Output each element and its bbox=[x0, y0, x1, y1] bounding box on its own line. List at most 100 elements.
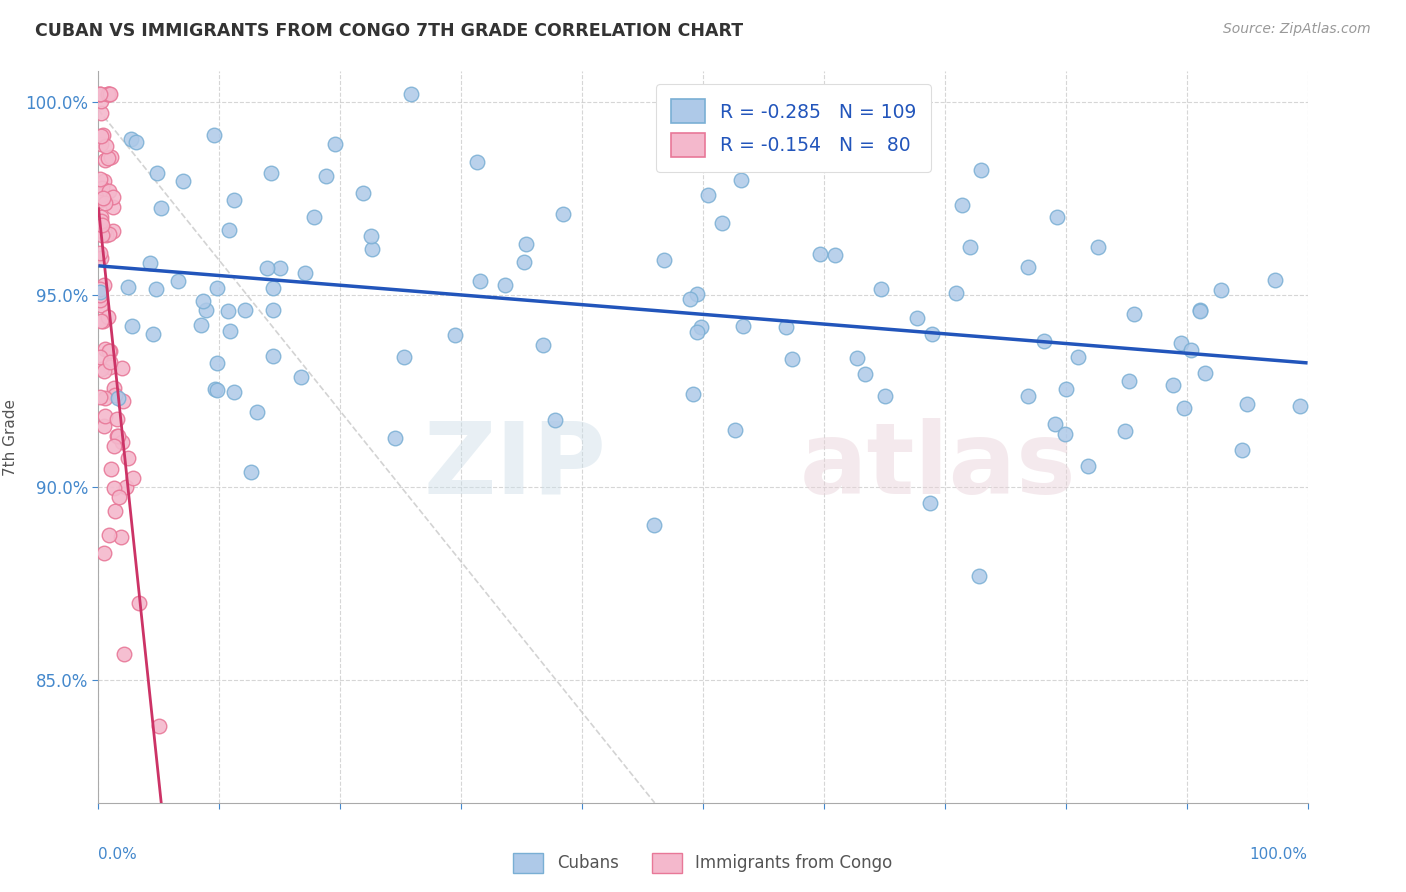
Point bbox=[90, 362, 112, 376]
Point bbox=[711, 216, 734, 230]
Point bbox=[262, 303, 284, 318]
Point bbox=[190, 318, 212, 332]
Point bbox=[1188, 303, 1211, 318]
Point bbox=[1077, 458, 1099, 473]
Point bbox=[90, 214, 112, 228]
Point bbox=[360, 229, 382, 244]
Point bbox=[112, 647, 135, 661]
Y-axis label: 7th Grade: 7th Grade bbox=[3, 399, 18, 475]
Point bbox=[1230, 443, 1253, 458]
Point bbox=[93, 313, 115, 327]
Point bbox=[224, 385, 246, 400]
Point bbox=[1017, 389, 1039, 403]
Point bbox=[90, 129, 112, 144]
Point bbox=[845, 351, 868, 365]
Point bbox=[218, 223, 240, 237]
Point bbox=[1017, 260, 1039, 274]
Point bbox=[970, 162, 993, 177]
Point bbox=[91, 227, 114, 242]
Point bbox=[98, 355, 121, 369]
Point bbox=[1043, 417, 1066, 431]
Point bbox=[1032, 334, 1054, 349]
Point bbox=[239, 465, 262, 479]
Point bbox=[1161, 378, 1184, 392]
Point bbox=[89, 391, 111, 405]
Point bbox=[392, 350, 415, 364]
Point bbox=[103, 200, 125, 214]
Point bbox=[205, 281, 228, 295]
Point bbox=[207, 383, 229, 397]
Point bbox=[93, 391, 115, 405]
Point bbox=[1209, 283, 1232, 297]
Point bbox=[90, 181, 112, 195]
Point bbox=[105, 428, 128, 442]
Point bbox=[1170, 336, 1192, 351]
Text: atlas: atlas bbox=[800, 417, 1077, 515]
Point bbox=[1194, 366, 1216, 380]
Point bbox=[90, 137, 112, 152]
Point bbox=[90, 106, 112, 120]
Point bbox=[97, 87, 120, 102]
Point bbox=[90, 193, 112, 207]
Point bbox=[105, 411, 128, 425]
Point bbox=[89, 285, 111, 299]
Point bbox=[104, 388, 127, 402]
Point bbox=[260, 166, 283, 180]
Point bbox=[465, 155, 488, 169]
Point bbox=[1123, 307, 1146, 321]
Point bbox=[950, 197, 973, 211]
Point bbox=[98, 359, 121, 374]
Point bbox=[97, 151, 120, 165]
Point bbox=[103, 439, 125, 453]
Point bbox=[294, 267, 316, 281]
Point bbox=[808, 247, 831, 261]
Text: 100.0%: 100.0% bbox=[1250, 847, 1308, 862]
Point bbox=[1189, 303, 1212, 318]
Point bbox=[468, 274, 491, 288]
Point bbox=[921, 326, 943, 341]
Point bbox=[97, 310, 120, 324]
Point bbox=[643, 518, 665, 533]
Point bbox=[195, 303, 218, 318]
Point bbox=[93, 418, 115, 433]
Point bbox=[233, 303, 256, 318]
Point bbox=[217, 303, 239, 318]
Point bbox=[117, 450, 139, 465]
Point bbox=[111, 361, 134, 376]
Point bbox=[399, 87, 422, 102]
Point bbox=[98, 184, 121, 198]
Point bbox=[690, 320, 713, 334]
Point bbox=[724, 423, 747, 437]
Point bbox=[515, 236, 537, 251]
Point bbox=[1173, 401, 1195, 416]
Point bbox=[824, 248, 846, 262]
Point bbox=[142, 327, 165, 342]
Point bbox=[315, 169, 337, 184]
Point bbox=[89, 282, 111, 296]
Point bbox=[1236, 396, 1258, 410]
Point bbox=[93, 225, 115, 239]
Point bbox=[98, 87, 121, 102]
Point bbox=[945, 285, 967, 300]
Point bbox=[262, 281, 284, 295]
Point bbox=[122, 470, 145, 484]
Point bbox=[733, 318, 755, 333]
Point bbox=[93, 153, 115, 168]
Point bbox=[1114, 424, 1136, 438]
Point bbox=[100, 150, 122, 164]
Point bbox=[145, 282, 167, 296]
Point bbox=[172, 174, 194, 188]
Point bbox=[204, 128, 226, 142]
Point bbox=[103, 503, 125, 517]
Point bbox=[775, 320, 797, 334]
Text: 0.0%: 0.0% bbox=[98, 847, 138, 862]
Point bbox=[120, 132, 142, 146]
Point bbox=[90, 95, 112, 109]
Point bbox=[1180, 343, 1202, 357]
Legend: Cubans, Immigrants from Congo: Cubans, Immigrants from Congo bbox=[506, 847, 900, 880]
Point bbox=[222, 193, 245, 207]
Point bbox=[89, 87, 111, 102]
Point bbox=[1046, 210, 1069, 224]
Point bbox=[692, 95, 714, 110]
Point bbox=[89, 288, 111, 302]
